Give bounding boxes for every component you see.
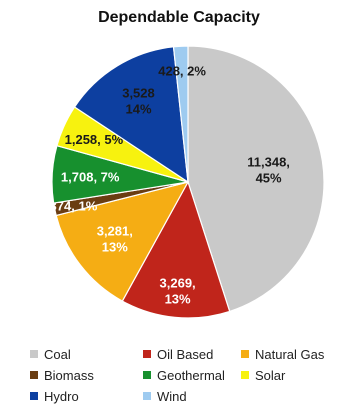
legend-label-hydro: Hydro: [44, 388, 79, 404]
legend-label-geothermal: Geothermal: [157, 367, 225, 383]
legend-swatch-oil-based: [143, 350, 151, 358]
legend-item-natural-gas: Natural Gas: [241, 345, 324, 363]
legend-swatch-hydro: [30, 392, 38, 400]
legend-swatch-coal: [30, 350, 38, 358]
legend-label-coal: Coal: [44, 346, 71, 362]
legend-label-wind: Wind: [157, 388, 187, 404]
slice-label-oil-based: 3,269, 13%: [160, 275, 196, 306]
slice-label-wind: 428, 2%: [158, 64, 206, 79]
pie-slice-oil-based: [121, 180, 231, 319]
legend: Coal Oil Based Natural Gas Biomass Geoth…: [0, 341, 358, 407]
legend-item-oil-based: Oil Based: [143, 345, 213, 363]
legend-item-hydro: Hydro: [30, 387, 79, 405]
slice-label-solar: 1,258, 5%: [65, 132, 124, 147]
legend-swatch-geothermal: [143, 371, 151, 379]
slice-label-hydro: 3,528 14%: [122, 86, 155, 117]
legend-swatch-natural-gas: [241, 350, 249, 358]
pie-slice-coal: [187, 45, 325, 313]
legend-swatch-wind: [143, 392, 151, 400]
legend-label-solar: Solar: [255, 367, 286, 383]
legend-swatch-biomass: [30, 371, 38, 379]
pie-chart: 11,348, 45%3,269, 13%3,281, 13%374, 1%1,708…: [52, 45, 325, 319]
legend-item-solar: Solar: [241, 366, 285, 384]
legend-label-oil-based: Oil Based: [157, 346, 214, 362]
legend-item-geothermal: Geothermal: [143, 366, 225, 384]
legend-item-coal: Coal: [30, 345, 71, 363]
pie-slice-hydro: [73, 46, 189, 184]
legend-swatch-solar: [241, 371, 249, 379]
legend-label-natural-gas: Natural Gas: [255, 346, 325, 362]
pie-slice-wind: [172, 45, 189, 183]
pie-slice-natural-gas: [55, 181, 190, 302]
legend-item-wind: Wind: [143, 387, 187, 405]
chart-title: Dependable Capacity: [98, 9, 260, 26]
slice-label-coal: 11,348, 45%: [247, 154, 290, 185]
legend-item-biomass: Biomass: [30, 366, 94, 384]
legend-label-biomass: Biomass: [44, 367, 94, 383]
slice-label-geothermal: 1,708, 7%: [61, 169, 120, 184]
slice-label-natural-gas: 3,281, 13%: [97, 224, 133, 255]
